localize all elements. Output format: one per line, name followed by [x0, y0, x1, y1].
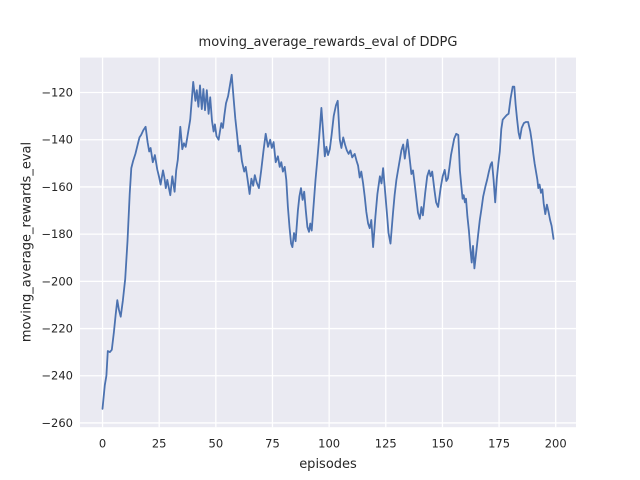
x-tick-label: 25 — [152, 437, 167, 451]
chart-title: moving_average_rewards_eval of DDPG — [198, 35, 458, 50]
x-tick-label: 150 — [431, 437, 453, 451]
y-tick-label: −140 — [41, 133, 73, 147]
plot-area — [80, 57, 576, 428]
x-tick-label: 75 — [265, 437, 280, 451]
y-tick-label: −200 — [41, 274, 73, 288]
x-tick-label: 175 — [488, 437, 510, 451]
x-tick-label: 100 — [318, 437, 340, 451]
x-tick-label: 0 — [99, 437, 106, 451]
y-axis-label: moving_average_rewards_eval — [19, 141, 35, 343]
y-tick-label: −120 — [41, 86, 73, 100]
y-tick-label: −220 — [41, 322, 73, 336]
x-tick-label: 200 — [545, 437, 567, 451]
y-tick-label: −160 — [41, 180, 73, 194]
x-tick-label: 125 — [375, 437, 397, 451]
y-tick-label: −240 — [41, 369, 73, 383]
x-tick-label: 50 — [209, 437, 224, 451]
y-tick-label: −260 — [41, 416, 73, 430]
y-tick-label: −180 — [41, 227, 73, 241]
x-axis-label: episodes — [299, 457, 357, 472]
ddpg-series-line — [101, 73, 555, 410]
